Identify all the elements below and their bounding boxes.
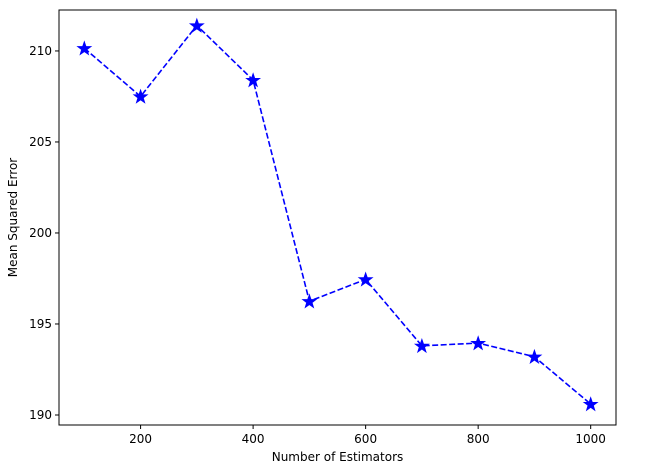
data-point-star (76, 40, 93, 56)
data-point-star (301, 293, 318, 309)
x-tick-label: 1000 (575, 432, 606, 446)
y-tick-label: 205 (29, 135, 52, 149)
x-tick-label: 400 (242, 432, 265, 446)
data-point-star (582, 396, 599, 412)
series-markers (76, 17, 599, 412)
series-line (83, 24, 592, 405)
data-point-star (413, 337, 430, 354)
x-axis-label: Number of Estimators (272, 450, 404, 464)
x-tick-label: 200 (129, 432, 152, 446)
data-point-star (470, 335, 487, 351)
data-point-star (245, 72, 262, 88)
data-point-star (357, 271, 374, 287)
y-axis-ticks: 190 195 200 205 210 (29, 44, 59, 422)
data-point-star (526, 348, 543, 364)
x-axis-ticks: 200 400 600 800 1000 (129, 425, 606, 446)
y-axis-label: Mean Squared Error (6, 158, 20, 278)
y-tick-label: 210 (29, 44, 52, 58)
y-tick-label: 195 (29, 317, 52, 331)
data-point-star (188, 17, 205, 33)
y-tick-label: 190 (29, 408, 52, 422)
y-tick-label: 200 (29, 226, 52, 240)
plot-area (59, 10, 616, 425)
data-point-star (132, 88, 149, 104)
plot-frame (58, 9, 617, 426)
x-tick-label: 600 (354, 432, 377, 446)
x-tick-label: 800 (467, 432, 490, 446)
